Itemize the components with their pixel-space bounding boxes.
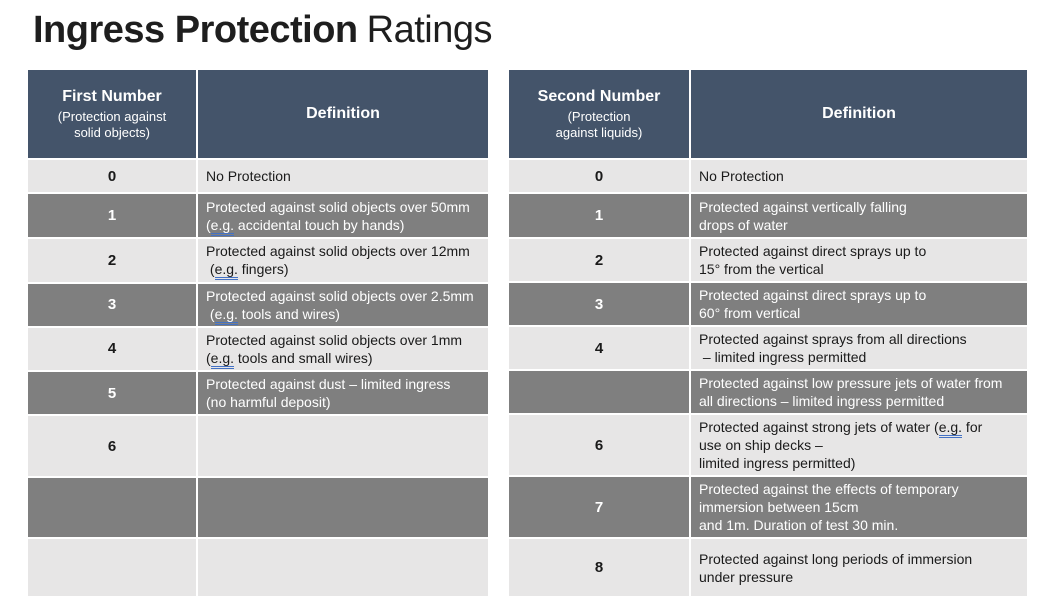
rating-definition-cell: Protected against low pressure jets of w… xyxy=(689,369,1029,415)
rating-number-cell xyxy=(507,369,691,415)
solids-header-row: First Number (Protection against solid o… xyxy=(26,68,490,160)
header-second-number-title: Second Number xyxy=(537,88,661,105)
rating-definition-cell xyxy=(196,414,490,479)
header-second-number: Second Number (Protection against liquid… xyxy=(507,68,691,160)
spellcheck-underlined-text: e.g. xyxy=(938,419,963,438)
header-definition-right: Definition xyxy=(689,68,1029,160)
rating-number-cell: 6 xyxy=(26,414,198,479)
ingress-protection-tables: First Number (Protection against solid o… xyxy=(26,68,1029,599)
solids-table: First Number (Protection against solid o… xyxy=(26,68,490,599)
rating-number-cell: 3 xyxy=(26,281,198,328)
table-row: 7 Protected against the effects of tempor… xyxy=(507,475,1029,539)
table-row: 0 No Protection xyxy=(26,157,490,195)
rating-definition-cell xyxy=(196,476,490,539)
table-row: 0 No Protection xyxy=(507,158,1029,194)
rating-definition-cell: Protected against solid objects over 2.5… xyxy=(196,281,490,328)
rating-number-cell: 2 xyxy=(26,237,198,284)
rating-number-cell: 5 xyxy=(26,369,198,417)
rating-definition-cell: Protected against long periods of immers… xyxy=(689,537,1029,598)
header-first-number-title: First Number xyxy=(62,88,162,105)
page-title-regular: Ratings xyxy=(366,9,493,51)
table-row: 4 Protected against sprays from all direc… xyxy=(507,325,1029,371)
rating-definition-cell: Protected against solid objects over 1mm… xyxy=(196,325,490,372)
rating-definition-cell: Protected against direct sprays up to 60… xyxy=(689,281,1029,327)
table-row: 6 xyxy=(26,414,490,479)
liquids-table: Second Number (Protection against liquid… xyxy=(507,68,1029,598)
spellcheck-underlined-text: e.g. xyxy=(214,261,238,281)
rating-definition-cell: Protected against dust – limited ingress… xyxy=(196,369,490,417)
rating-definition-cell: Protected against strong jets of water (… xyxy=(689,413,1029,477)
header-second-number-subtitle: (Protection against liquids) xyxy=(555,109,643,140)
table-row: 2 Protected against direct sprays up to 1… xyxy=(507,237,1029,283)
header-first-number-subtitle: (Protection against solid objects) xyxy=(57,109,167,140)
page-title-bold: Ingress Protection xyxy=(33,9,358,51)
rating-number-cell: 4 xyxy=(507,325,691,371)
table-row: 5 Protected against dust – limited ingres… xyxy=(26,369,490,417)
page-title: Ingress Protection Ratings xyxy=(33,6,492,54)
header-first-number: First Number (Protection against solid o… xyxy=(26,68,198,160)
rating-number-cell xyxy=(26,476,198,539)
table-row: 2 Protected against solid objects over 12… xyxy=(26,237,490,284)
rating-definition-cell: Protected against the effects of tempora… xyxy=(689,475,1029,539)
rating-definition-cell: Protected against solid objects over 50m… xyxy=(196,192,490,240)
rating-number-cell: 7 xyxy=(507,475,691,539)
rating-definition-cell: Protected against vertically falling dro… xyxy=(689,192,1029,239)
rating-number-cell: 3 xyxy=(507,281,691,327)
table-row xyxy=(26,536,490,599)
table-row: 3 Protected against solid objects over 2.… xyxy=(26,281,490,328)
rating-number-cell: 0 xyxy=(26,157,198,195)
rating-number-cell: 8 xyxy=(507,537,691,598)
rating-definition-cell: Protected against solid objects over 12m… xyxy=(196,237,490,284)
spellcheck-underlined-text: e.g. xyxy=(214,305,238,325)
table-row: 6 Protected against strong jets of water … xyxy=(507,413,1029,477)
rating-definition-cell xyxy=(196,536,490,599)
rating-number-cell: 0 xyxy=(507,158,691,194)
table-row: 3 Protected against direct sprays up to 6… xyxy=(507,281,1029,327)
rating-definition-cell: Protected against direct sprays up to 15… xyxy=(689,237,1029,283)
header-definition-left: Definition xyxy=(196,68,490,160)
rating-definition-cell: Protected against sprays from all direct… xyxy=(689,325,1029,371)
liquids-header-row: Second Number (Protection against liquid… xyxy=(507,68,1029,160)
rating-definition-cell: No Protection xyxy=(196,157,490,195)
spellcheck-underlined-text: e.g. xyxy=(210,349,235,369)
rating-definition-cell: No Protection xyxy=(689,158,1029,194)
rating-number-cell: 6 xyxy=(507,413,691,477)
table-row: 8 Protected against long periods of immer… xyxy=(507,537,1029,598)
rating-number-cell: 1 xyxy=(26,192,198,240)
rating-number-cell xyxy=(26,536,198,599)
rating-number-cell: 2 xyxy=(507,237,691,283)
rating-number-cell: 4 xyxy=(26,325,198,372)
spellcheck-underlined-text: e.g. xyxy=(210,216,235,236)
table-row: 4 Protected against solid objects over 1m… xyxy=(26,325,490,372)
table-row: Protected against low pressure jets of w… xyxy=(507,369,1029,415)
table-row: 1 Protected against solid objects over 50… xyxy=(26,192,490,240)
rating-number-cell: 1 xyxy=(507,192,691,239)
table-row: 1 Protected against vertically falling dr… xyxy=(507,192,1029,239)
table-row xyxy=(26,476,490,539)
